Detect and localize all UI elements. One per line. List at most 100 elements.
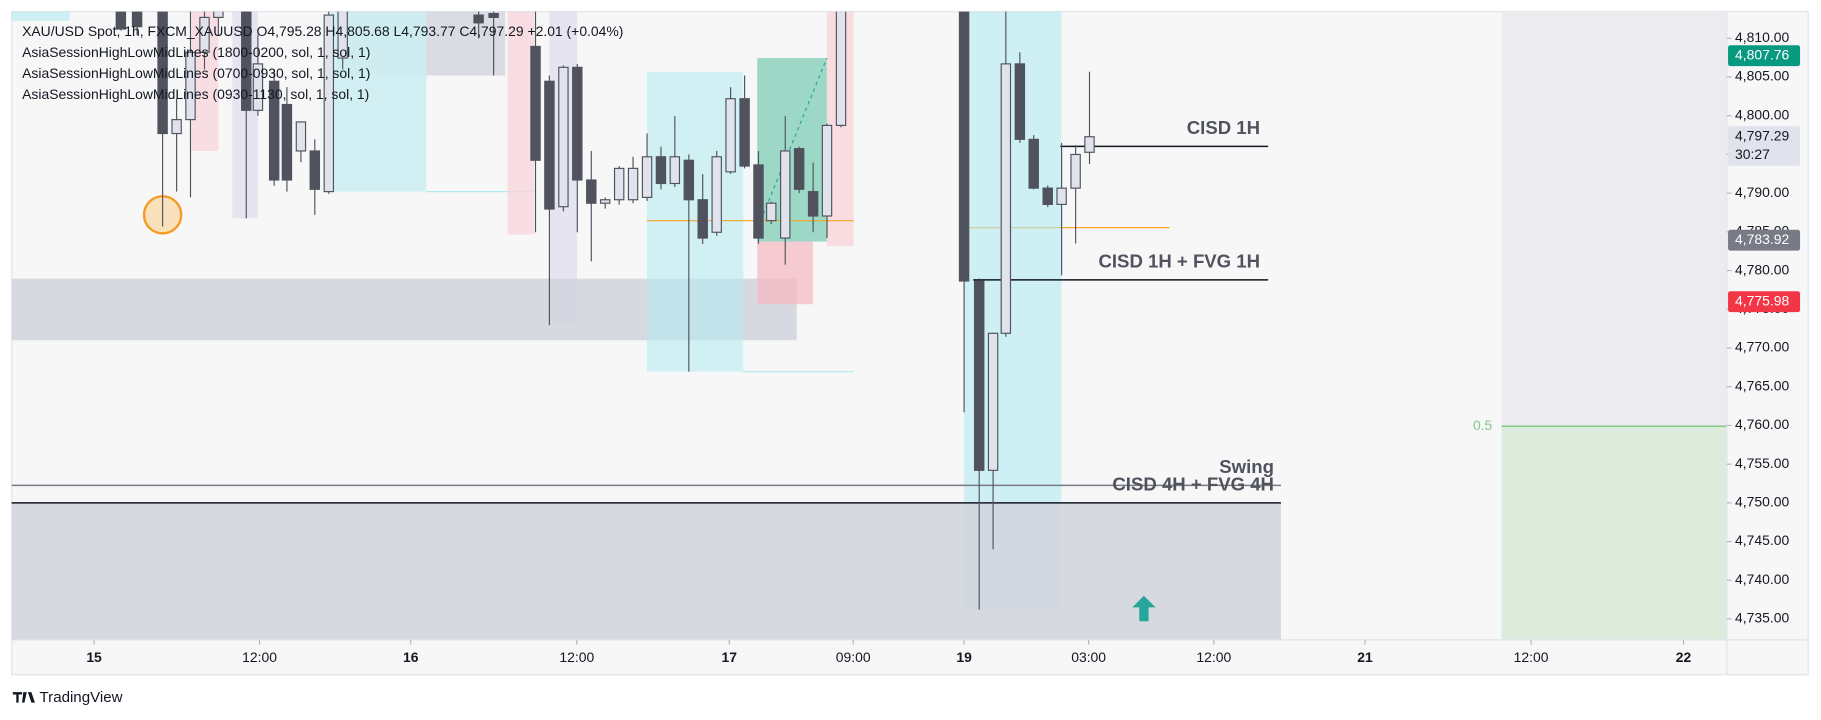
y-tick-label: 4,800.00: [1735, 106, 1789, 122]
candle-body: [213, 11, 224, 19]
candle-body: [683, 159, 695, 201]
x-tick-label: 19: [956, 649, 972, 665]
candle-body: [780, 150, 791, 239]
candle-body: [753, 164, 764, 239]
candle-body: [793, 148, 805, 190]
logo: [12, 692, 35, 703]
candle-body: [185, 51, 196, 121]
branding: TradingView: [12, 689, 123, 706]
countdown-label: 30:27: [1735, 146, 1770, 162]
candle-body: [807, 191, 819, 217]
price-tag: [1728, 229, 1801, 251]
x-tick-label: 03:00: [1071, 649, 1106, 665]
candles: [115, 11, 1095, 610]
x-tick-label: 21: [1357, 649, 1373, 665]
price-tag-label: 4,775.98: [1735, 292, 1789, 308]
candle-body: [1070, 153, 1081, 189]
candle-body: [530, 45, 541, 161]
y-tick-label: 4,770.00: [1735, 339, 1789, 355]
legend-line: AsiaSessionHighLowMidLines (1800-0200, s…: [22, 44, 370, 60]
y-tick-label: 4,755.00: [1735, 455, 1789, 471]
y-tick-label: 4,750.00: [1735, 494, 1789, 510]
legend: XAU/USD Spot, 1h, FXCM_XAUUSD O4,795.28 …: [22, 23, 623, 102]
y-tick-label: 4,745.00: [1735, 532, 1789, 548]
candle-body: [252, 63, 264, 111]
candle-body: [115, 11, 127, 30]
candle-body: [473, 14, 484, 24]
x-tick-label: 12:00: [559, 649, 594, 665]
candle-body: [739, 98, 750, 167]
candle-body: [766, 202, 777, 222]
y-tick-label: 4,765.00: [1735, 377, 1789, 393]
candle-body: [544, 80, 555, 210]
x-tick-label: 09:00: [836, 649, 871, 665]
candle-body: [572, 66, 583, 181]
legend-line: AsiaSessionHighLowMidLines (0700-0930, s…: [22, 65, 370, 81]
candle-body: [131, 11, 143, 28]
candle-body: [171, 119, 182, 135]
x-tick-label: 12:00: [242, 649, 277, 665]
candle-body: [821, 124, 833, 217]
candle-body: [1028, 138, 1039, 189]
y-tick-label: 4,780.00: [1735, 261, 1789, 277]
candle-body: [613, 167, 625, 201]
price-tag-label: 4,783.92: [1735, 231, 1789, 247]
level-label: CISD 4H + FVG 4H: [1112, 473, 1274, 494]
y-tick-label: 4,790.00: [1735, 184, 1789, 200]
price-tag-label: 4,807.76: [1735, 46, 1789, 62]
candle-body: [586, 179, 597, 204]
candle-body: [599, 199, 611, 204]
x-tick-label: 16: [403, 649, 419, 665]
x-tick-label: 17: [721, 649, 737, 665]
axes: 4,735.00 4,740.00 4,745.00 4,750.00 4,755.00…: [86, 29, 1801, 665]
candle-body: [268, 80, 280, 181]
candle-body: [323, 14, 335, 193]
up-arrow: [1132, 595, 1156, 622]
candle-body: [309, 150, 321, 190]
y-tick-label: 4,760.00: [1735, 416, 1789, 432]
candle-body: [199, 16, 210, 53]
candle-body: [725, 98, 736, 173]
candle-body: [241, 11, 252, 111]
candle-body: [1056, 187, 1067, 205]
candle-body: [488, 12, 499, 19]
candle-body: [558, 66, 569, 208]
price-tag: [1728, 45, 1801, 67]
zone: [11, 11, 70, 21]
y-tick-label: 4,810.00: [1735, 29, 1789, 45]
candle-body: [669, 156, 681, 185]
x-tick-label: 15: [86, 649, 102, 665]
price-tag-label: 4,797.29: [1735, 127, 1789, 143]
price-tag: [1728, 126, 1801, 166]
legend-line: AsiaSessionHighLowMidLines (0930-1130, s…: [22, 86, 369, 102]
candle-body: [641, 156, 653, 199]
candle-body: [1042, 187, 1053, 205]
brand-name: TradingView: [40, 689, 123, 706]
candle-body: [1000, 63, 1012, 334]
level-label: Swing: [1219, 456, 1274, 477]
x-tick-label: 22: [1676, 649, 1692, 665]
candle-body: [835, 11, 847, 126]
legend-line: XAU/USD Spot, 1h, FXCM_XAUUSD O4,795.28 …: [22, 23, 623, 39]
x-tick-label: 12:00: [1196, 649, 1231, 665]
candle-body: [1014, 63, 1026, 140]
zones: [11, 11, 1727, 640]
y-tick-label: 4,805.00: [1735, 68, 1789, 84]
x-tick-label: 12:00: [1514, 649, 1549, 665]
zone: [507, 11, 535, 235]
candle-body: [1084, 136, 1095, 153]
candle-body: [281, 103, 293, 181]
candle-body: [295, 121, 307, 152]
candle-body: [627, 167, 639, 201]
candle-body: [697, 199, 708, 239]
level-label: 0.5: [1473, 417, 1493, 433]
candle-body: [157, 11, 168, 135]
y-tick-label: 4,735.00: [1735, 610, 1789, 626]
projection-line: [760, 57, 828, 221]
zone: [11, 502, 1281, 640]
y-tick-label: 4,740.00: [1735, 571, 1789, 587]
price-tag: [1728, 291, 1801, 313]
candle-body: [973, 280, 985, 471]
